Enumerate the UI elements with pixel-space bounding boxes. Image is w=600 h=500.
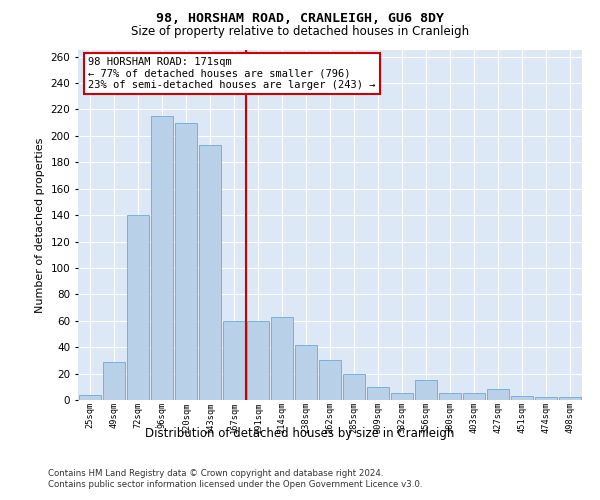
Bar bbox=[151, 116, 173, 400]
Bar bbox=[175, 122, 197, 400]
Y-axis label: Number of detached properties: Number of detached properties bbox=[35, 138, 45, 312]
Text: Contains HM Land Registry data © Crown copyright and database right 2024.: Contains HM Land Registry data © Crown c… bbox=[48, 469, 383, 478]
Bar bbox=[511, 396, 533, 400]
Bar bbox=[79, 394, 101, 400]
Text: Contains public sector information licensed under the Open Government Licence v3: Contains public sector information licen… bbox=[48, 480, 422, 489]
Bar bbox=[295, 344, 317, 400]
Bar bbox=[559, 398, 581, 400]
Text: 98, HORSHAM ROAD, CRANLEIGH, GU6 8DY: 98, HORSHAM ROAD, CRANLEIGH, GU6 8DY bbox=[156, 12, 444, 26]
Bar bbox=[415, 380, 437, 400]
Bar bbox=[463, 394, 485, 400]
Bar bbox=[127, 215, 149, 400]
Bar bbox=[247, 321, 269, 400]
Bar bbox=[223, 321, 245, 400]
Bar bbox=[343, 374, 365, 400]
Bar bbox=[535, 398, 557, 400]
Bar bbox=[367, 387, 389, 400]
Bar bbox=[271, 317, 293, 400]
Bar bbox=[199, 145, 221, 400]
Bar bbox=[391, 394, 413, 400]
Text: 98 HORSHAM ROAD: 171sqm
← 77% of detached houses are smaller (796)
23% of semi-d: 98 HORSHAM ROAD: 171sqm ← 77% of detache… bbox=[88, 57, 376, 90]
Text: Distribution of detached houses by size in Cranleigh: Distribution of detached houses by size … bbox=[145, 428, 455, 440]
Bar bbox=[439, 394, 461, 400]
Bar bbox=[319, 360, 341, 400]
Bar bbox=[487, 390, 509, 400]
Bar bbox=[103, 362, 125, 400]
Text: Size of property relative to detached houses in Cranleigh: Size of property relative to detached ho… bbox=[131, 25, 469, 38]
